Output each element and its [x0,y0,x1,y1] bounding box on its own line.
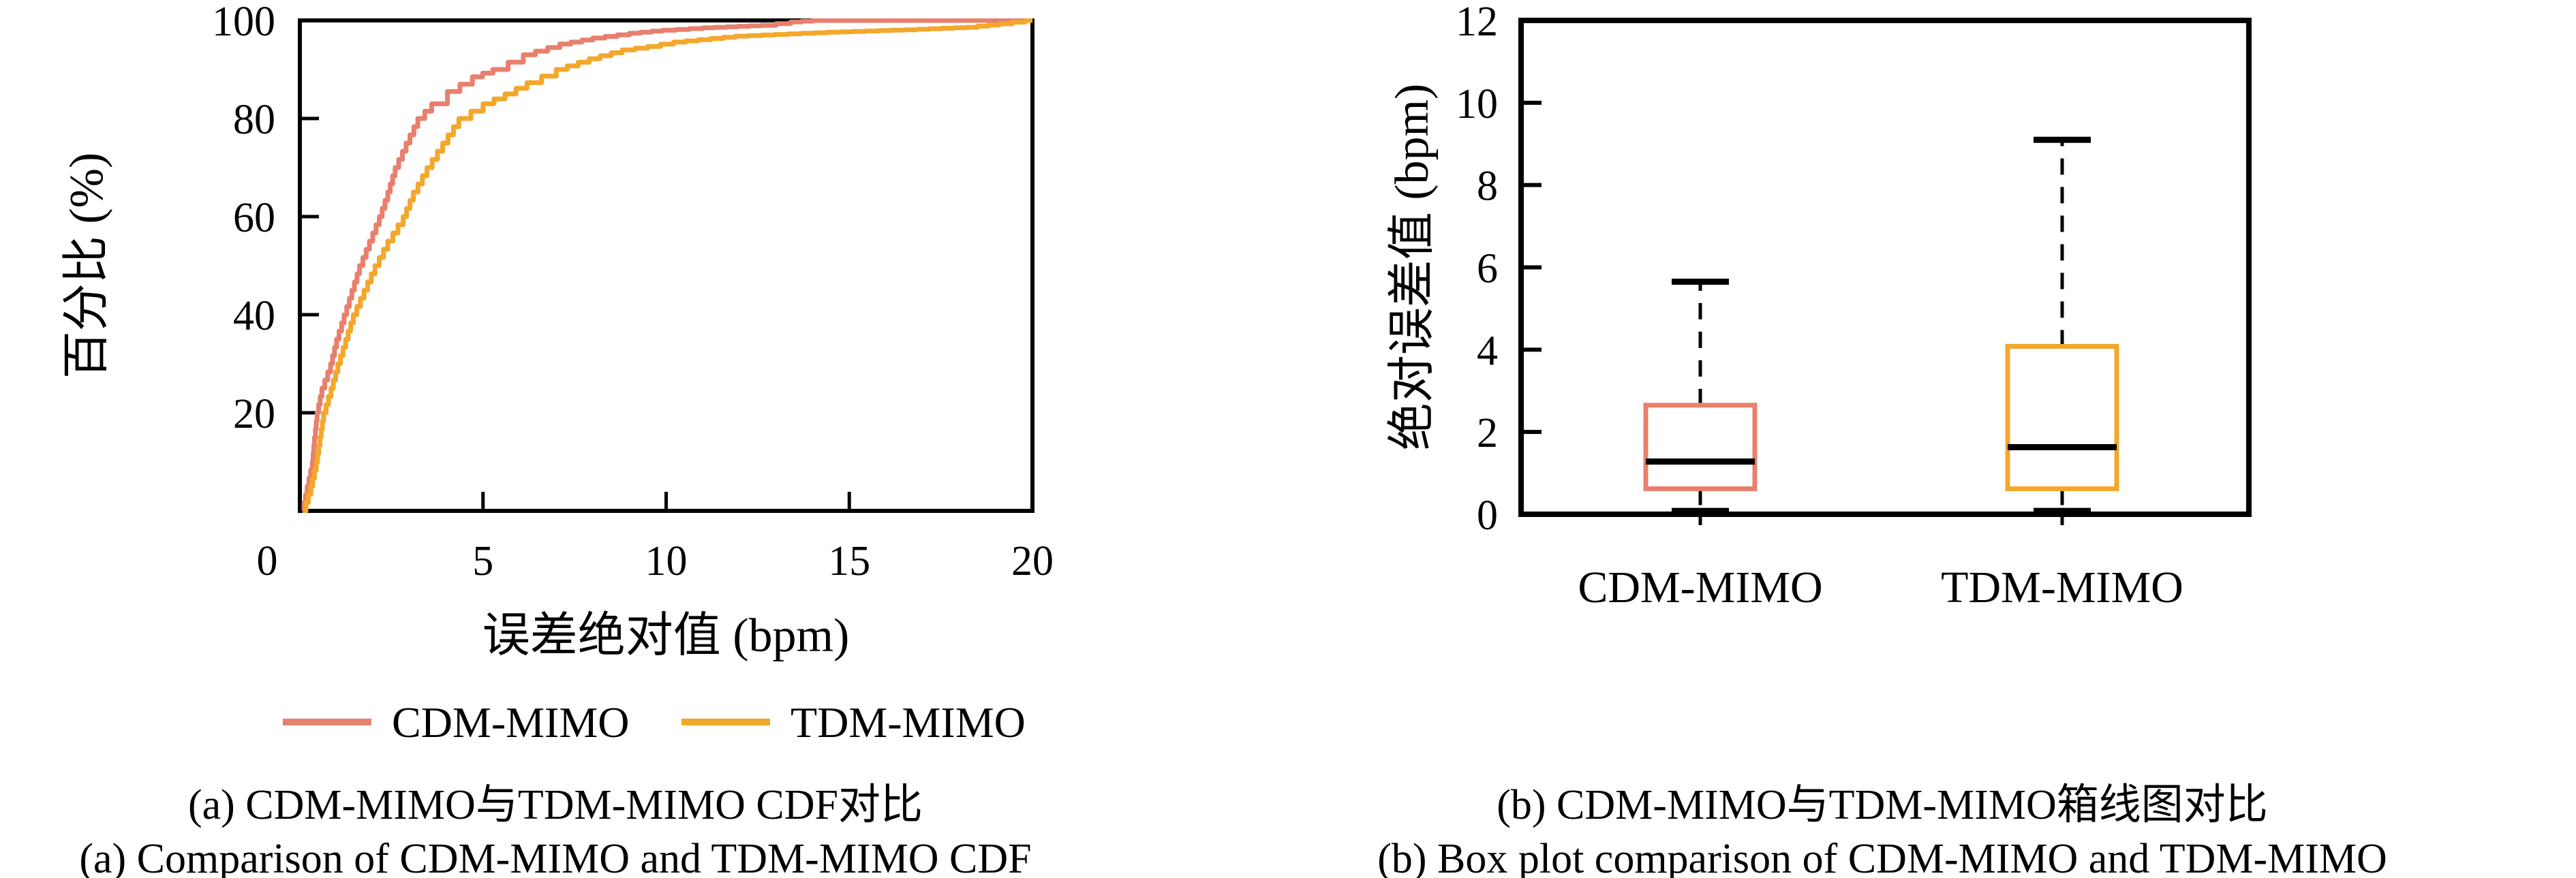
cdf-frame [298,18,1034,513]
box-plot: 0 2 4 6 8 10 12 CDM-MIMO TDM-MIMO 绝对误差值 (bpm) [1386,0,2252,612]
cdf-x-tick-label: 15 [828,538,870,584]
caption-b-zh: (b) CDM-MIMO与TDM-MIMO箱线图对比 [1497,782,2267,828]
cdf-curves [301,18,1032,513]
box-y-tick-label: 12 [1456,0,1498,45]
cdf-x-tick-label: 20 [1011,538,1054,584]
caption-a-en: (a) Comparison of CDM-MIMO and TDM-MIMO … [79,836,1031,878]
box-iqr-tdm-mimo [2005,344,2119,492]
box-y-tick-label: 10 [1456,81,1498,127]
box-y-axis-label: 绝对误差值 (bpm) [1386,84,1439,451]
cdf-x-tick-label: 5 [472,538,493,584]
cdf-y-tick-label: 100 [212,0,275,45]
cdf-x-tick-label: 0 [257,538,278,584]
box-y-tick-label: 8 [1477,163,1498,210]
cdf-curve-cdm-mimo [301,18,1032,513]
box-category-label: TDM-MIMO [1941,563,2183,612]
captions: (a) CDM-MIMO与TDM-MIMO CDF对比 (a) Comparis… [79,782,2387,878]
legend-label-tdm: TDM-MIMO [791,698,1026,747]
box-frame-border [1518,18,2252,517]
box-frame [1518,18,2252,517]
cdf-y-tick-label: 40 [233,293,275,339]
cdf-y-tick-label: 60 [233,195,275,241]
box-y-tick-label: 2 [1477,410,1498,456]
caption-a-zh: (a) CDM-MIMO与TDM-MIMO CDF对比 [188,782,923,828]
legend-label-cdm: CDM-MIMO [392,698,629,747]
box-whisker-glyphs [1643,136,2119,514]
cdf-x-tick-label: 10 [645,538,688,584]
box-category-label: CDM-MIMO [1578,563,1822,612]
cdf-y-tick-label: 80 [233,97,275,143]
cdf-plot: 0 5 10 15 20 20 40 60 80 100 百分比 (%) 误差绝对值 (bpm) [61,0,1054,662]
cdf-frame-border [298,18,1034,513]
cdf-y-tick-label: 20 [233,391,275,437]
box-y-tick-label: 6 [1477,246,1498,292]
cdf-curve-tdm-mimo [303,18,1032,513]
box-iqr-cdm-mimo [1643,403,1758,492]
box-y-tick-label: 4 [1477,328,1498,374]
box-y-tick-label: 0 [1477,492,1498,539]
cdf-y-axis-label: 百分比 (%) [61,153,113,379]
caption-b-en: (b) Box plot comparison of CDM-MIMO and … [1377,836,2387,878]
cdf-ticks: 0 5 10 15 20 20 40 60 80 100 [212,0,1054,584]
cdf-legend: CDM-MIMO TDM-MIMO [283,698,1026,747]
cdf-x-axis-label: 误差绝对值 (bpm) [482,610,850,662]
box-ticks: 0 2 4 6 8 10 12 CDM-MIMO TDM-MIMO [1456,0,2183,612]
